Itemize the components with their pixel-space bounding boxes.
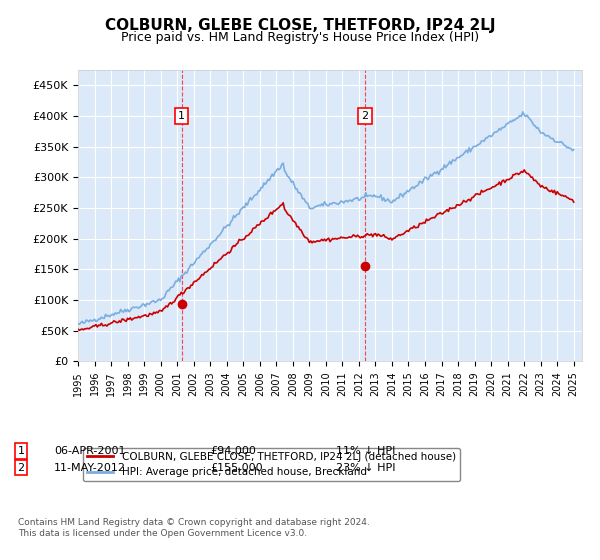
Text: £94,000: £94,000: [210, 446, 256, 456]
Text: 23% ↓ HPI: 23% ↓ HPI: [336, 463, 395, 473]
Text: 11% ↓ HPI: 11% ↓ HPI: [336, 446, 395, 456]
Text: 2: 2: [17, 463, 25, 473]
Text: COLBURN, GLEBE CLOSE, THETFORD, IP24 2LJ: COLBURN, GLEBE CLOSE, THETFORD, IP24 2LJ: [105, 18, 495, 33]
Text: 06-APR-2001: 06-APR-2001: [54, 446, 125, 456]
Text: Contains HM Land Registry data © Crown copyright and database right 2024.
This d: Contains HM Land Registry data © Crown c…: [18, 518, 370, 538]
Text: Price paid vs. HM Land Registry's House Price Index (HPI): Price paid vs. HM Land Registry's House …: [121, 31, 479, 44]
Text: £155,000: £155,000: [210, 463, 263, 473]
Text: 2: 2: [361, 111, 368, 121]
Legend: COLBURN, GLEBE CLOSE, THETFORD, IP24 2LJ (detached house), HPI: Average price, d: COLBURN, GLEBE CLOSE, THETFORD, IP24 2LJ…: [83, 448, 460, 482]
Text: 11-MAY-2012: 11-MAY-2012: [54, 463, 126, 473]
Text: 1: 1: [17, 446, 25, 456]
Text: 1: 1: [178, 111, 185, 121]
